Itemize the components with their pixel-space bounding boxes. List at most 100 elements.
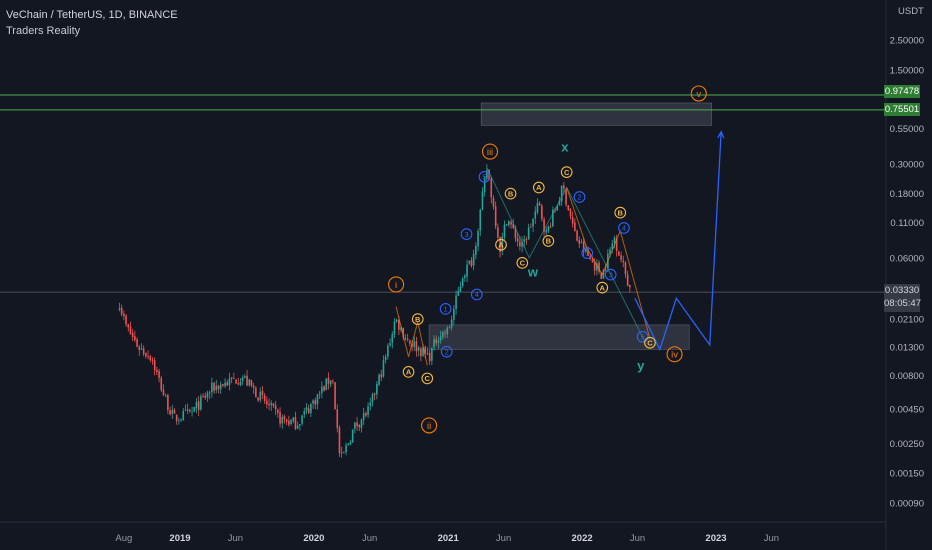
- candle-body: [354, 422, 356, 429]
- candle-body: [156, 369, 158, 372]
- candle-body: [235, 379, 237, 384]
- candle-body: [565, 189, 567, 205]
- candle-body: [233, 378, 235, 379]
- candle-body: [272, 403, 275, 406]
- candle-body: [138, 346, 141, 351]
- wave-label-circle: [644, 336, 656, 349]
- candle-body: [334, 382, 336, 410]
- candle-body: [153, 360, 156, 371]
- candle-body: [428, 352, 431, 362]
- candle-body: [560, 185, 563, 202]
- candle-body: [217, 385, 220, 390]
- candle-body: [268, 403, 270, 406]
- price-axis-tick: 0.55000: [890, 124, 924, 135]
- candle-body: [464, 275, 466, 278]
- symbol-title[interactable]: VeChain / TetherUS, 1D, BINANCE: [6, 9, 178, 21]
- candle-body: [356, 422, 358, 427]
- wave-label-circle: [690, 85, 707, 102]
- candle-body: [219, 384, 222, 390]
- candle-body: [558, 200, 561, 206]
- candle-body: [442, 331, 444, 338]
- candle-body: [521, 242, 523, 247]
- wave-label-circle: [481, 143, 499, 160]
- wave-label-circle: [560, 166, 573, 179]
- current-price-tag: 0.03330 08:05:47: [884, 284, 921, 312]
- candle-body: [602, 269, 605, 279]
- candle-body: [424, 346, 427, 354]
- wave-label: C: [520, 259, 526, 268]
- candle-body: [591, 259, 594, 263]
- wave-label: B: [508, 189, 514, 198]
- candle-body: [395, 319, 398, 322]
- level-price-tag-low: 0.75501: [884, 103, 920, 116]
- candle-body: [501, 236, 504, 252]
- wave-label-circle: [542, 235, 555, 247]
- wave-label: B: [546, 237, 552, 246]
- candle-body: [182, 410, 185, 421]
- candle-body: [301, 415, 303, 424]
- candle-body: [622, 260, 625, 263]
- candle-body: [173, 409, 176, 414]
- candle-body: [468, 260, 471, 264]
- candle-body: [305, 407, 308, 411]
- wave-label-circle: [388, 276, 405, 293]
- wave-line-wxy: [486, 167, 645, 341]
- candle-body: [349, 441, 352, 445]
- candle-body: [435, 338, 438, 344]
- candle-body: [585, 248, 587, 252]
- candle-body: [508, 221, 510, 226]
- candle-body: [237, 383, 240, 385]
- candle-body: [239, 382, 242, 385]
- candle-body: [261, 390, 264, 396]
- wave-label: 2: [577, 193, 581, 202]
- wave-lines-layer: [395, 130, 725, 366]
- candle-body: [184, 410, 187, 411]
- candle-body: [547, 226, 550, 231]
- candle-body: [345, 445, 347, 452]
- candle-body: [519, 241, 521, 247]
- candle-body: [629, 284, 631, 288]
- candle-body: [378, 374, 380, 385]
- candle-body: [310, 404, 312, 414]
- candle-body: [200, 396, 202, 410]
- candle-body: [230, 377, 233, 379]
- candle-body: [193, 407, 196, 412]
- candle-body: [202, 395, 204, 397]
- candle-body: [125, 315, 127, 325]
- candle-body: [195, 401, 198, 408]
- candle-body: [338, 427, 341, 454]
- candle-body: [186, 409, 189, 411]
- candle-body: [162, 389, 165, 396]
- candle-body: [248, 379, 251, 386]
- candle-body: [534, 211, 537, 219]
- candle-body: [266, 400, 268, 405]
- candle-body: [241, 377, 244, 382]
- candle-body: [439, 336, 442, 341]
- candle-body: [222, 384, 224, 386]
- wave-label: 4: [622, 224, 626, 233]
- candle-body: [466, 264, 468, 277]
- candle-body: [391, 334, 394, 343]
- candle-body: [523, 239, 526, 243]
- wave-label: ii: [427, 421, 431, 432]
- candle-body: [527, 227, 530, 240]
- candle-body: [288, 420, 290, 425]
- price-axis-tick: 0.30000: [890, 159, 924, 170]
- candle-body: [263, 395, 266, 401]
- candle-body: [244, 376, 246, 378]
- candle-body: [294, 417, 297, 430]
- candle-body: [332, 381, 334, 382]
- time-axis-tick: 2019: [169, 533, 190, 544]
- price-axis-tick: 0.18000: [890, 189, 924, 200]
- candle-body: [147, 356, 149, 357]
- time-axis[interactable]: Aug 2019 Jun 2020 Jun 2021 Jun 2022 Jun 2023 Jun: [115, 533, 779, 544]
- price-axis-tick: 0.11000: [890, 218, 924, 229]
- candle-body: [213, 382, 215, 391]
- level-price-tag-high: 0.97478: [884, 85, 920, 98]
- candle-body: [578, 240, 581, 244]
- candle-body: [448, 327, 451, 329]
- time-axis-tick: 2022: [572, 533, 593, 544]
- price-axis[interactable]: USDT 2.50000 1.50000 0.55000 0.30000 0.18000 0…: [890, 6, 924, 510]
